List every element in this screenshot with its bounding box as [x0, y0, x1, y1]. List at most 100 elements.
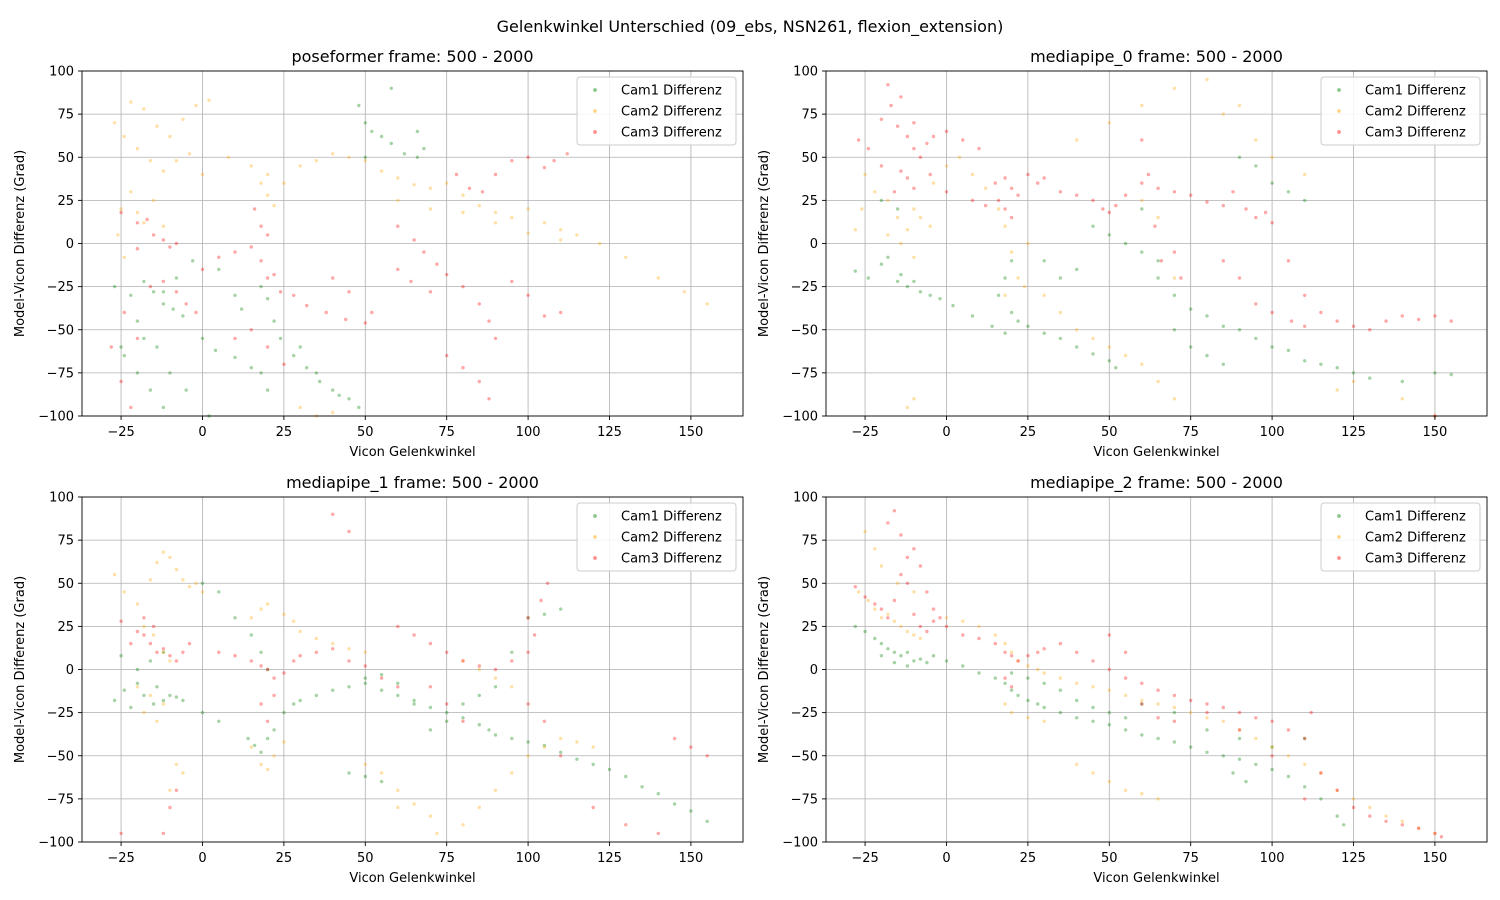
- data-point: [1123, 676, 1128, 680]
- data-point: [461, 659, 465, 663]
- data-point: [1270, 754, 1274, 758]
- data-point: [895, 207, 900, 211]
- data-point: [1075, 650, 1079, 654]
- data-point: [1368, 328, 1372, 332]
- x-tick-label: 100: [1260, 851, 1285, 866]
- data-point: [1003, 176, 1007, 180]
- data-point: [191, 259, 195, 263]
- data-point: [912, 207, 916, 211]
- data-point: [129, 405, 133, 410]
- ticks: −25 0 25 50 75 100 125 150 −100 −75 −50 −25 0 25 50 75 1…: [782, 491, 1447, 867]
- data-point: [396, 198, 400, 203]
- data-point: [168, 555, 172, 560]
- data-point: [899, 169, 903, 173]
- data-point: [1107, 210, 1112, 215]
- data-point: [996, 207, 1001, 211]
- x-tick-label: 25: [1020, 425, 1037, 440]
- data-point: [918, 215, 923, 220]
- data-point: [135, 247, 140, 251]
- data-point: [331, 276, 335, 280]
- data-point: [863, 629, 867, 634]
- data-point: [135, 629, 140, 634]
- data-point: [1205, 716, 1209, 720]
- data-point: [912, 633, 916, 637]
- data-point: [853, 228, 857, 232]
- data-point: [1026, 676, 1030, 680]
- data-point: [918, 290, 923, 294]
- data-point: [598, 241, 602, 246]
- data-point: [1221, 362, 1226, 366]
- data-point: [1091, 352, 1095, 356]
- data-point: [233, 355, 237, 360]
- series-2: [856, 529, 1437, 836]
- data-point: [347, 647, 351, 651]
- data-point: [148, 284, 153, 289]
- data-point: [161, 279, 166, 284]
- data-point: [912, 255, 916, 259]
- data-point: [148, 693, 153, 698]
- data-point: [879, 564, 884, 568]
- data-point: [1009, 710, 1014, 715]
- data-point: [347, 290, 351, 294]
- data-point: [298, 345, 302, 349]
- data-point: [282, 181, 286, 185]
- data-point: [1009, 259, 1014, 263]
- data-point: [1036, 181, 1040, 185]
- data-point: [493, 685, 498, 689]
- data-point: [866, 276, 870, 280]
- data-point: [993, 641, 997, 646]
- data-point: [151, 233, 156, 237]
- x-tick-label: 100: [516, 851, 541, 866]
- data-point: [1114, 203, 1118, 208]
- data-point: [1140, 681, 1144, 685]
- data-point: [363, 664, 367, 668]
- data-point: [161, 647, 166, 651]
- data-point: [1335, 788, 1339, 792]
- data-point: [347, 685, 351, 689]
- data-point: [428, 705, 433, 710]
- data-point: [853, 269, 857, 273]
- data-point: [863, 529, 867, 534]
- data-point: [1091, 198, 1095, 203]
- data-point: [122, 134, 127, 139]
- data-point: [1270, 719, 1274, 723]
- data-point: [1009, 671, 1014, 675]
- y-tick-label: 25: [801, 620, 818, 635]
- data-point: [1036, 702, 1040, 706]
- data-point: [1091, 685, 1095, 689]
- data-point: [161, 238, 166, 242]
- data-point: [993, 181, 997, 185]
- data-point: [213, 348, 218, 353]
- data-point: [396, 267, 400, 272]
- data-point: [119, 831, 123, 836]
- data-point: [1123, 716, 1128, 720]
- data-point: [487, 319, 491, 323]
- data-point: [389, 86, 393, 91]
- data-point: [899, 572, 903, 577]
- data-point: [1156, 716, 1160, 720]
- data-point: [1172, 397, 1177, 401]
- data-point: [931, 619, 936, 623]
- data-point: [1237, 710, 1242, 715]
- data-point: [542, 743, 547, 748]
- data-point: [542, 719, 547, 723]
- data-point: [539, 598, 543, 603]
- data-point: [168, 654, 172, 658]
- data-point: [1107, 667, 1112, 672]
- data-point: [918, 155, 923, 159]
- x-tick-label: 0: [942, 851, 950, 866]
- data-point: [1123, 353, 1128, 358]
- data-point: [1189, 745, 1193, 749]
- data-point: [1221, 754, 1226, 758]
- y-tick-label: −75: [47, 366, 74, 381]
- data-point: [607, 767, 612, 772]
- data-point: [944, 129, 949, 134]
- data-point: [412, 802, 416, 806]
- data-point: [1107, 723, 1112, 727]
- data-point: [461, 823, 465, 827]
- data-point: [1075, 698, 1079, 703]
- data-point: [1042, 293, 1046, 297]
- data-point: [119, 210, 123, 215]
- x-tick-label: 150: [1422, 425, 1447, 440]
- data-point: [467, 186, 472, 190]
